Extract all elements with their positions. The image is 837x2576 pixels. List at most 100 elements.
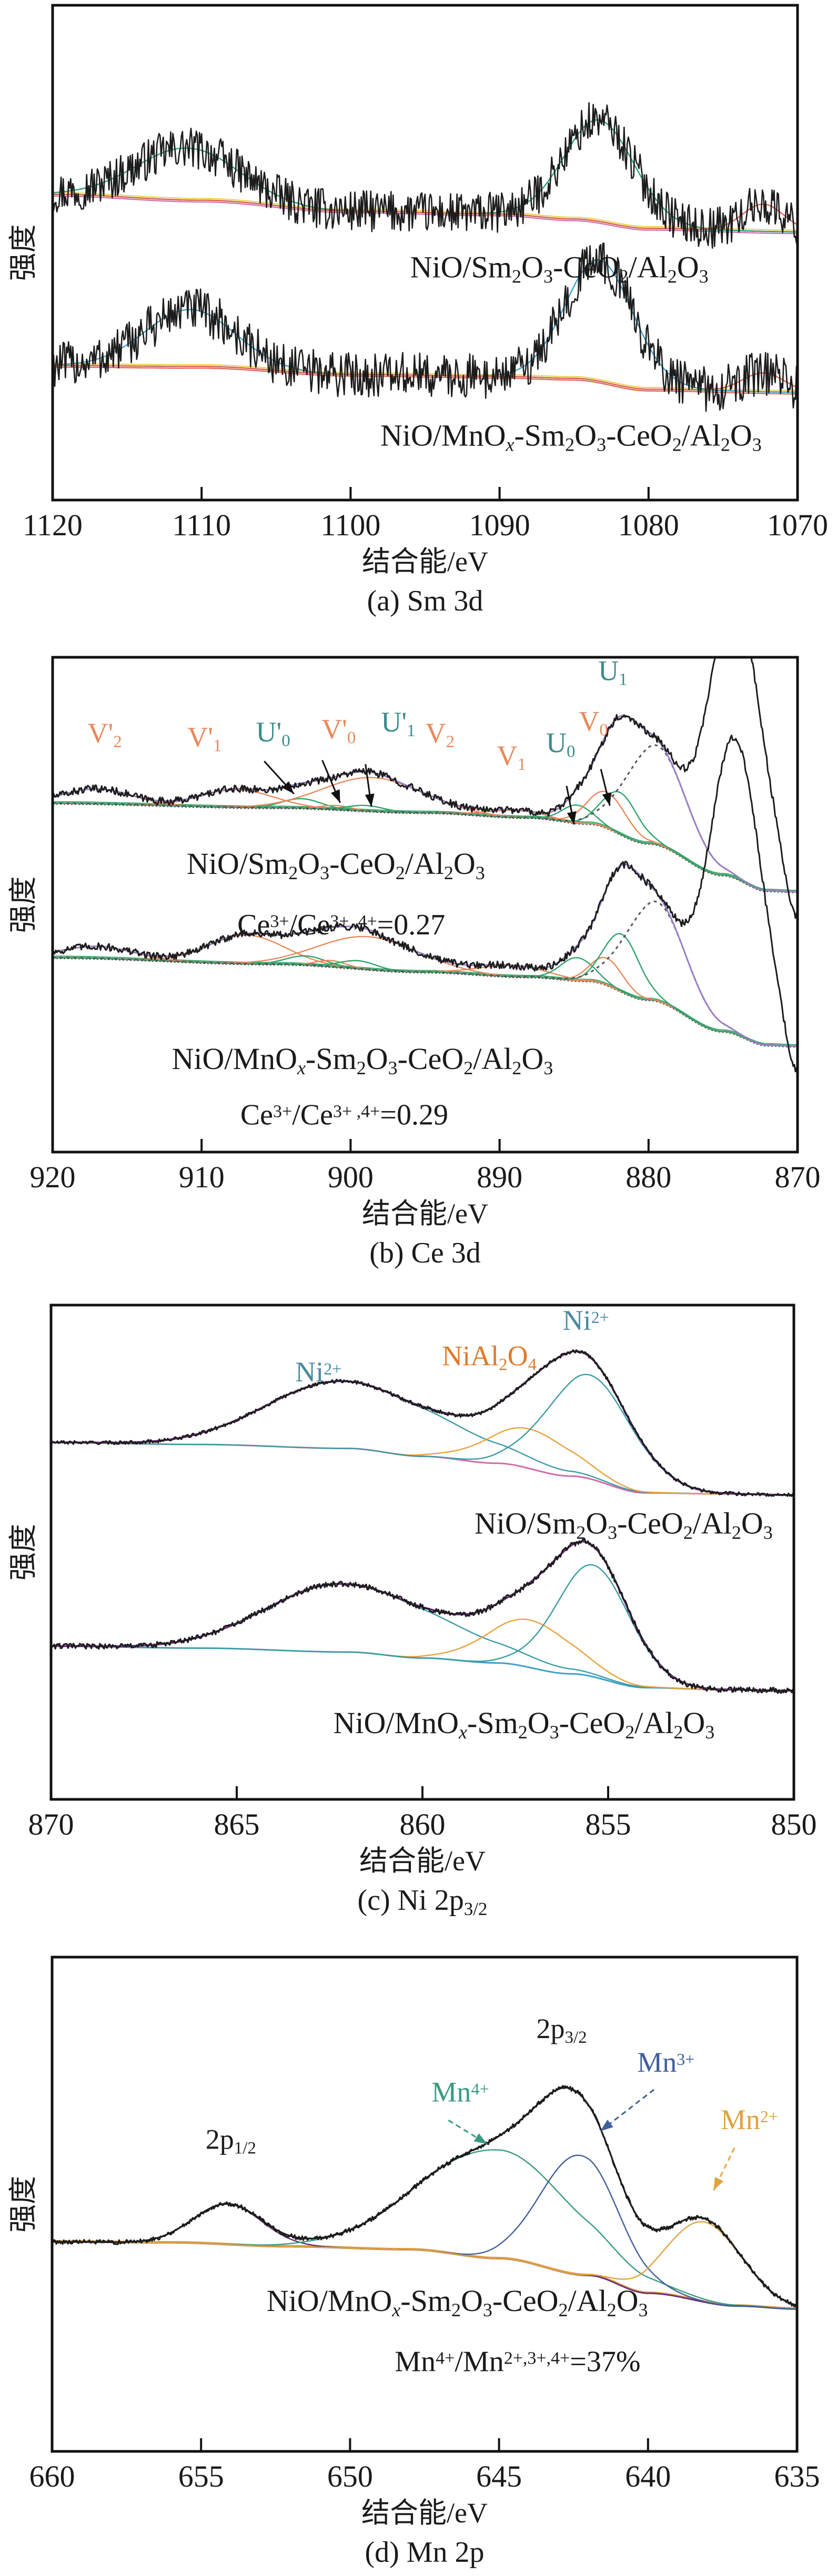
sample-spectrum-1 [53, 102, 798, 249]
x-tick-label: 920 [30, 1160, 76, 1194]
x-axis-title: 结合能/eV [359, 1845, 486, 1877]
peak-label: V0 [579, 705, 608, 739]
x-tick-label: 1080 [618, 508, 679, 542]
sample-label: NiO/Sm2O3-CeO2/Al2O3 [410, 250, 709, 287]
peak-label: V'1 [187, 721, 221, 755]
x-tick-label: 660 [29, 2459, 75, 2493]
fit-component [53, 934, 798, 1047]
raw-spectrum [51, 1538, 794, 1694]
panel-sm-3d: 1120 1110 1100 1090 1080 1070 结合能/eV 强度 (a) Sm 3… [7, 4, 828, 617]
background-line [53, 803, 798, 893]
sample-spectrum-2 [53, 735, 798, 1073]
fit-component [51, 1373, 794, 1496]
sample-label: NiO/MnOx-Sm2O3-CeO2/Al2O3 [267, 2284, 648, 2320]
sample-spectrum-1 [51, 1349, 794, 1497]
peak-label: V2 [426, 717, 455, 751]
sample-spectrum-1 [53, 657, 798, 920]
fit-component [51, 1618, 794, 1692]
sample-spectrum-2 [51, 1538, 794, 1694]
plot-frame [51, 1956, 799, 2453]
raw-spectrum [53, 657, 798, 920]
sample-spectrum-2 [53, 242, 798, 412]
x-tick-label: 1110 [172, 508, 231, 542]
x-tick-label: 635 [774, 2459, 820, 2493]
arrow-head [365, 793, 375, 807]
fit-envelope [51, 1350, 794, 1496]
x-tick-label: 1120 [23, 508, 83, 542]
x-tick-label: 650 [327, 2459, 373, 2493]
background-line [53, 955, 798, 1045]
fit-component [53, 935, 798, 1047]
x-axis-title: 结合能/eV [361, 2497, 488, 2529]
x-axis-title: 结合能/eV [362, 546, 488, 577]
x-tick-label: 855 [586, 1807, 631, 1841]
sample-label: NiO/Sm2O3-CeO2/Al2O3 [475, 1506, 773, 1543]
fit-component [53, 900, 798, 1047]
fit-component [52, 2221, 797, 2306]
peak-label: U0 [546, 727, 576, 761]
panel-caption: (d) Mn 2p [365, 2536, 484, 2569]
y-axis-title: 强度 [7, 877, 39, 933]
fit-component [53, 955, 798, 1047]
arrow-head [600, 2120, 613, 2131]
background-line [52, 2240, 797, 2308]
fit-envelope [52, 2087, 797, 2306]
peak-label: V'2 [88, 717, 122, 751]
fit-component [51, 1380, 794, 1496]
raw-spectrum [53, 735, 798, 1073]
peak-label: U1 [598, 655, 628, 689]
panel-mn-2p: 660 655 650 645 640 635 结合能/eV 强度 (d) Mn 2p NiO/M… [7, 1956, 820, 2569]
y-axis-title: 强度 [7, 2176, 39, 2233]
arrow-head [473, 2133, 487, 2144]
sample-label: NiO/MnOx-Sm2O3-CeO2/Al2O3 [380, 418, 762, 455]
arrow-head [567, 811, 577, 825]
peak-label: U'0 [256, 716, 290, 750]
x-tick-label: 910 [179, 1160, 225, 1194]
x-tick-label: 865 [214, 1807, 260, 1841]
arrow-head [713, 2177, 724, 2191]
peak-label: Ni2+ [295, 1356, 341, 1388]
arrow-head [602, 792, 612, 806]
x-tick-label: 860 [400, 1807, 446, 1841]
peak-label: Mn4+ [431, 2076, 489, 2107]
panel-ce-3d: 920 910 900 890 880 870 结合能/eV 强度 (b) Ce 3d NiO/S… [7, 655, 821, 1269]
x-tick-label: 1100 [320, 508, 380, 542]
peak-label: NiAl2O4 [442, 1340, 537, 1374]
fit-component [51, 1583, 794, 1692]
x-tick-label: 1070 [767, 508, 828, 542]
peak-label: Mn3+ [637, 2046, 694, 2078]
plot-area [52, 2085, 797, 2310]
raw-spectrum [51, 1349, 794, 1497]
x-tick-label: 1090 [469, 508, 530, 542]
plot-area [51, 1349, 794, 1694]
fit-component [53, 933, 798, 1047]
sample-label: NiO/Sm2O3-CeO2/Al2O3 [187, 847, 485, 883]
x-tick-label: 870 [775, 1160, 821, 1194]
peak-label: Ni2+ [563, 1305, 609, 1336]
x-tick-label: 900 [328, 1160, 374, 1194]
y-axis-title: 强度 [7, 1524, 39, 1581]
peak-label: 2p3/2 [536, 2013, 587, 2047]
panel-caption: (c) Ni 2p3/2 [358, 1884, 488, 1919]
ratio-label: Ce3+/Ce3+ ,4+=0.29 [240, 1098, 448, 1131]
ratio-label: Mn4+/Mn2+,3+,4+=37% [395, 2346, 640, 2378]
x-tick-label: 655 [178, 2459, 224, 2493]
x-tick-label: 880 [626, 1160, 671, 1194]
x-tick-label: 850 [771, 1807, 817, 1841]
peak-label: U'1 [381, 706, 415, 740]
panel-ni-2p: 870 865 860 855 850 结合能/eV 强度 (c) Ni 2p3/2 NiO/S… [7, 1304, 817, 1919]
ratio-label: Ce3+/Ce3+ ,4+=0.27 [237, 909, 445, 941]
x-tick-label: 640 [625, 2459, 671, 2493]
peak-label: Mn2+ [721, 2104, 778, 2135]
sample-spectrum-1 [52, 2085, 797, 2310]
fit-envelope [51, 1540, 794, 1692]
plot-frame [51, 656, 799, 1154]
peak-label: V1 [497, 740, 527, 774]
x-tick-label: 645 [476, 2459, 522, 2493]
arrow-head [281, 781, 294, 794]
raw-spectrum [53, 242, 798, 412]
peak-label: V'0 [321, 713, 356, 747]
raw-spectrum [53, 102, 798, 249]
arrow-head [330, 789, 340, 803]
panel-caption: (b) Ce 3d [369, 1237, 481, 1269]
